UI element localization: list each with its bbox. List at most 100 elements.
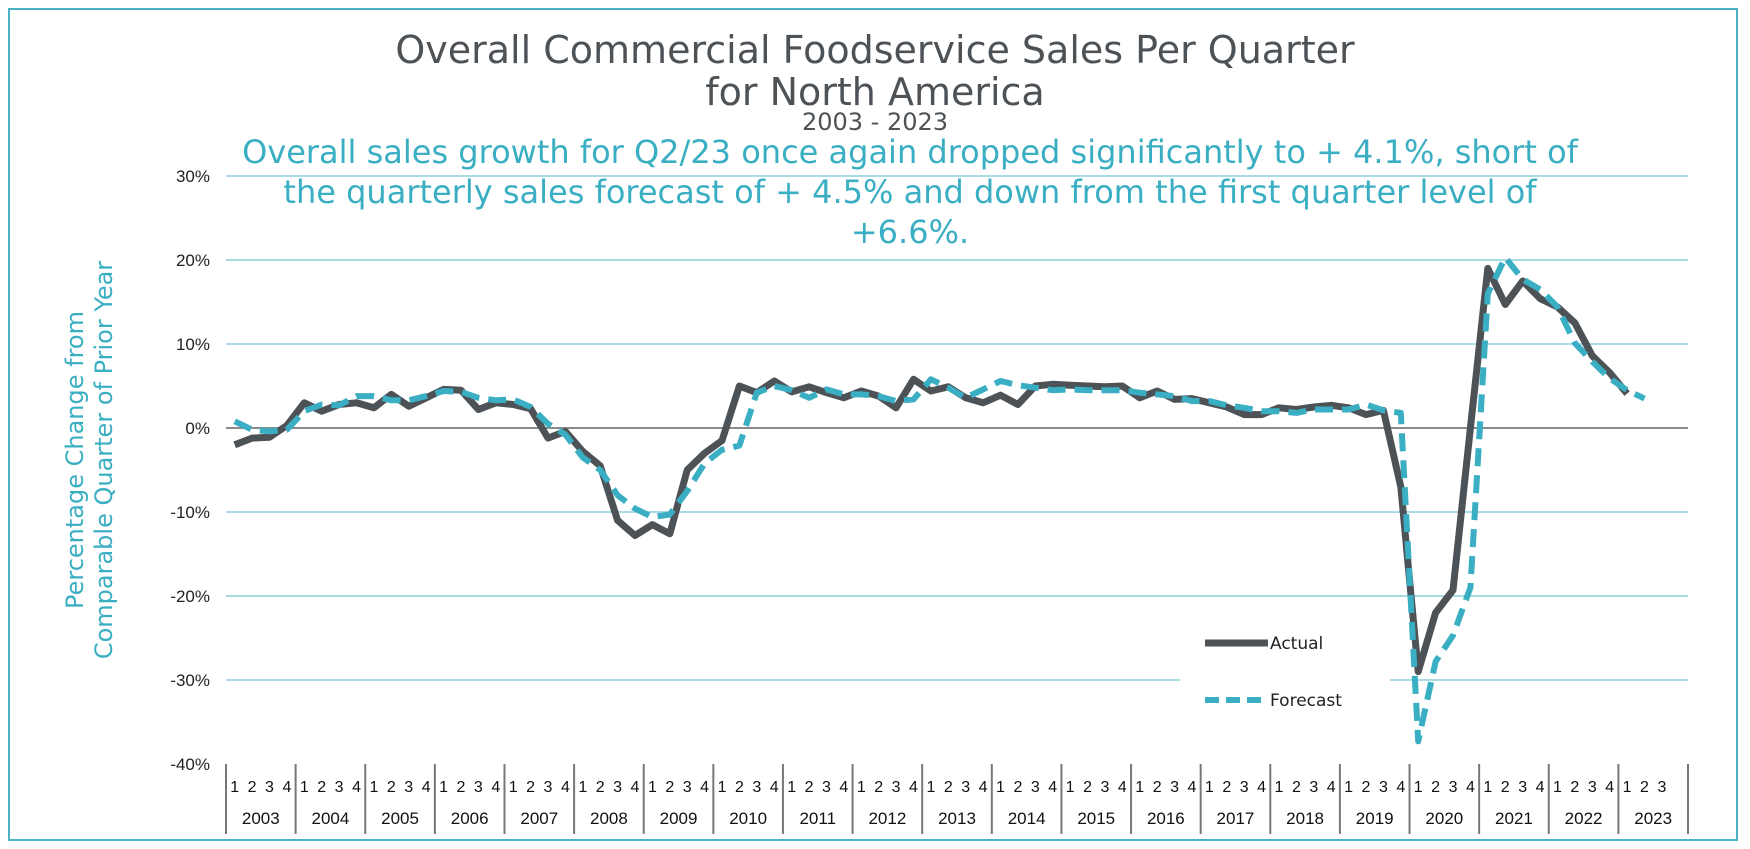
year-tick-label: 2005 [381,809,419,828]
quarter-tick-label: 3 [1588,779,1597,796]
quarter-tick-label: 4 [631,779,640,796]
quarter-tick-label: 3 [822,779,831,796]
quarter-tick-label: 2 [1013,779,1022,796]
quarter-tick-label: 1 [1205,779,1214,796]
year-tick-label: 2015 [1077,809,1115,828]
quarter-tick-label: 4 [1188,779,1197,796]
quarter-tick-label: 4 [1466,779,1475,796]
quarter-tick-label: 3 [1449,779,1458,796]
y-tick-label: 30% [176,167,210,186]
quarter-tick-label: 4 [770,779,779,796]
quarter-tick-label: 2 [665,779,674,796]
quarter-tick-label: 4 [1048,779,1057,796]
quarter-tick-label: 2 [457,779,466,796]
year-tick-label: 2016 [1147,809,1185,828]
quarter-tick-label: 1 [369,779,378,796]
quarter-tick-label: 4 [1396,779,1405,796]
year-tick-label: 2022 [1565,809,1603,828]
year-tick-label: 2011 [799,809,836,828]
chart-title: Overall Commercial Foodservice Sales Per… [395,28,1355,72]
quarter-tick-label: 3 [1657,779,1666,796]
quarter-tick-label: 3 [1100,779,1109,796]
quarter-tick-label: 2 [874,779,883,796]
quarter-tick-label: 4 [422,779,431,796]
chart-title-line2: for North America [705,70,1045,114]
quarter-tick-label: 1 [926,779,935,796]
quarter-tick-label: 3 [335,779,344,796]
quarter-tick-label: 1 [1483,779,1492,796]
y-tick-label: -40% [170,755,210,774]
quarter-tick-label: 1 [1414,779,1423,796]
quarter-tick-label: 3 [1379,779,1388,796]
quarter-tick-label: 3 [892,779,901,796]
year-tick-label: 2010 [729,809,767,828]
quarter-tick-label: 3 [1518,779,1527,796]
quarter-tick-label: 3 [683,779,692,796]
quarter-tick-label: 2 [1153,779,1162,796]
quarter-tick-label: 4 [1118,779,1127,796]
year-tick-label: 2004 [312,809,350,828]
y-tick-label: -30% [170,671,210,690]
year-tick-label: 2018 [1286,809,1324,828]
year-tick-label: 2009 [660,809,698,828]
quarter-tick-label: 1 [509,779,518,796]
chart-subtitle: Overall sales growth for Q2/23 once agai… [242,133,1578,251]
quarter-tick-label: 2 [1501,779,1510,796]
y-tick-label: -20% [170,587,210,606]
quarter-tick-label: 2 [317,779,326,796]
y-tick-label: -10% [170,503,210,522]
quarter-tick-label: 3 [961,779,970,796]
quarter-tick-label: 4 [1605,779,1614,796]
chart-frame [8,8,1738,841]
quarter-tick-label: 2 [1362,779,1371,796]
quarter-tick-label: 3 [613,779,622,796]
quarter-tick-label: 4 [909,779,918,796]
chart-period: 2003 - 2023 [801,108,949,136]
quarter-tick-label: 3 [752,779,761,796]
quarter-tick-label: 4 [282,779,291,796]
quarter-tick-label: 1 [648,779,657,796]
quarter-tick-label: 2 [1083,779,1092,796]
quarter-tick-label: 2 [596,779,605,796]
quarter-tick-label: 3 [474,779,483,796]
y-tick-label: 0% [185,419,210,438]
quarter-tick-label: 3 [404,779,413,796]
quarter-tick-label: 1 [230,779,239,796]
legend: Actual Forecast [1180,618,1390,738]
quarter-tick-label: 2 [1431,779,1440,796]
quarter-tick-label: 2 [1570,779,1579,796]
quarter-tick-label: 3 [1170,779,1179,796]
legend-label-forecast: Forecast [1270,691,1342,711]
quarter-tick-label: 2 [735,779,744,796]
quarter-tick-label: 1 [1553,779,1562,796]
quarter-tick-label: 4 [352,779,361,796]
quarter-tick-label: 4 [491,779,500,796]
quarter-tick-label: 1 [1275,779,1284,796]
year-tick-label: 2007 [520,809,558,828]
year-tick-label: 2023 [1634,809,1672,828]
legend-background [1180,618,1390,738]
quarter-tick-label: 1 [1623,779,1632,796]
series-line-actual [233,264,1630,676]
quarter-tick-label: 1 [718,779,727,796]
year-tick-label: 2014 [1008,809,1046,828]
quarter-tick-label: 3 [1309,779,1318,796]
quarter-tick-label: 4 [1327,779,1336,796]
grid-layer [226,175,1688,681]
year-tick-label: 2013 [938,809,976,828]
quarter-tick-label: 2 [1640,779,1649,796]
year-tick-label: 2008 [590,809,628,828]
quarter-tick-label: 1 [857,779,866,796]
legend-label-actual: Actual [1270,634,1323,654]
quarter-tick-label: 2 [387,779,396,796]
quarter-tick-label: 3 [265,779,274,796]
quarter-tick-label: 1 [578,779,587,796]
quarter-tick-label: 4 [700,779,709,796]
y-tick-label: 10% [176,335,210,354]
year-tick-label: 2019 [1356,809,1394,828]
quarter-tick-label: 1 [300,779,309,796]
quarter-tick-label: 3 [544,779,553,796]
quarter-tick-label: 4 [839,779,848,796]
quarter-tick-label: 2 [248,779,257,796]
